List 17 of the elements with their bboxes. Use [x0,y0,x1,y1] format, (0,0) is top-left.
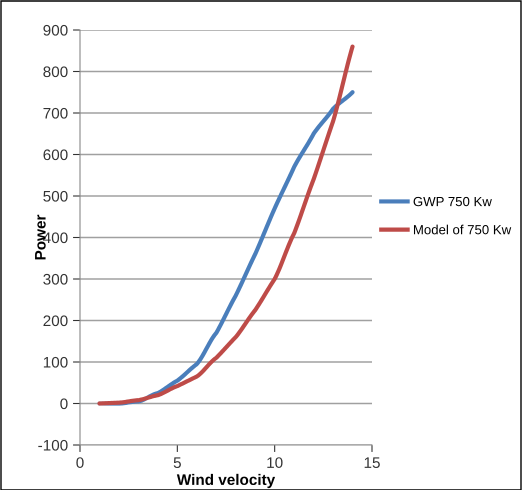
x-tick-label: 10 [267,457,283,468]
legend-label: GWP 750 Kw [414,196,492,206]
y-tick-label: 900 [43,24,68,36]
y-tick-label: -100 [38,440,68,451]
x-tick-label: 0 [76,457,84,468]
legend-label: Model of 750 Kw [414,224,512,234]
y-tick-label: 200 [43,315,68,326]
y-tick-label: 800 [43,66,68,78]
x-axis-title: Wind velocity [176,474,276,488]
y-tick-label: 600 [43,149,68,160]
x-tick-label: 15 [364,457,380,468]
y-tick-label: 300 [43,274,68,285]
y-tick-label: 500 [43,190,68,202]
y-tick-label: 700 [43,108,68,119]
y-tick-label: 0 [60,398,68,410]
y-tick-label: 100 [44,356,68,368]
x-tick-label: 5 [174,457,181,468]
